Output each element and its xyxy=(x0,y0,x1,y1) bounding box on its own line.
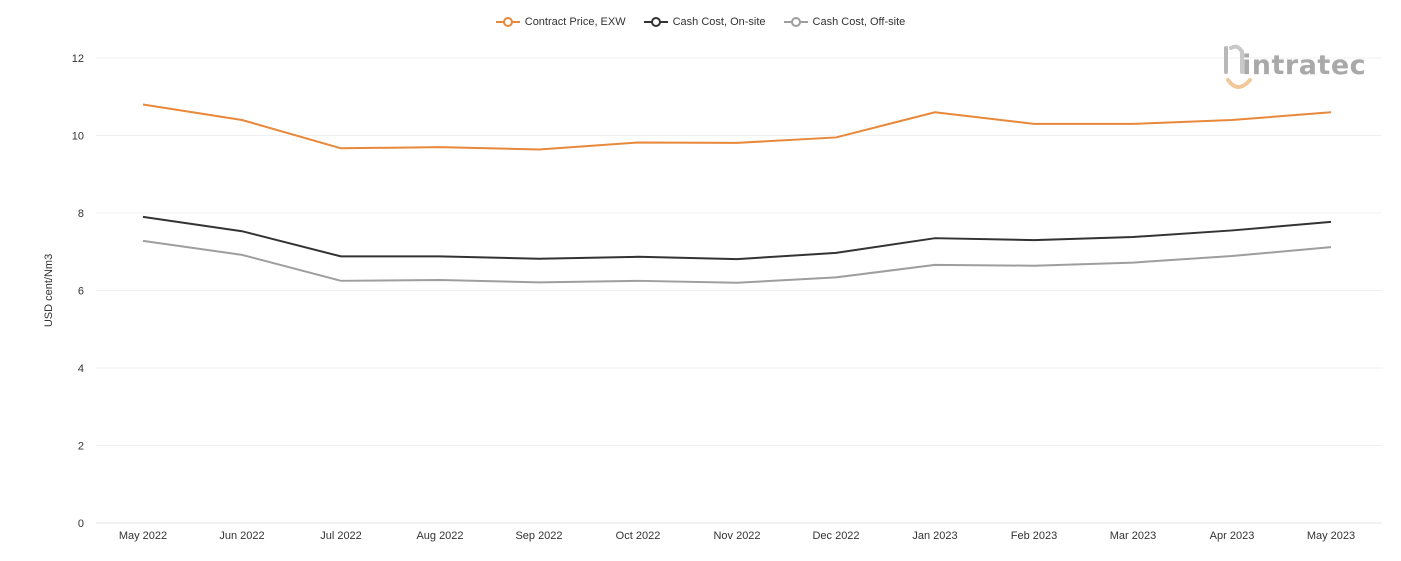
x-tick-label: Jun 2022 xyxy=(219,530,264,542)
x-tick-label: Oct 2022 xyxy=(616,530,661,542)
x-tick-label: May 2022 xyxy=(119,530,167,542)
x-tick-label: Apr 2023 xyxy=(1210,530,1255,542)
y-tick-label: 0 xyxy=(78,518,84,530)
x-tick-label: May 2023 xyxy=(1307,530,1355,542)
legend-swatch-icon xyxy=(495,17,520,27)
y-tick-label: 6 xyxy=(78,286,84,298)
legend-label: Cash Cost, On-site xyxy=(672,16,766,28)
intratec-logo-mark-icon xyxy=(1224,44,1252,89)
series-line-1 xyxy=(142,215,1332,261)
legend-item-1[interactable]: Cash Cost, On-site xyxy=(643,16,766,28)
y-axis-label: USD cent/Nm3 xyxy=(43,254,55,327)
x-tick-label: Aug 2022 xyxy=(416,530,463,542)
logo-text: intratec xyxy=(1242,50,1367,81)
x-tick-label: Nov 2022 xyxy=(713,530,760,542)
y-tick-label: 8 xyxy=(78,208,84,220)
legend-swatch-icon xyxy=(783,17,808,27)
legend-item-0[interactable]: Contract Price, EXW xyxy=(495,16,626,28)
chart-legend: Contract Price, EXW Cash Cost, On-site Cas… xyxy=(0,16,1401,28)
y-tick-label: 2 xyxy=(78,441,84,453)
x-tick-label: Sep 2022 xyxy=(515,530,562,542)
legend-item-2[interactable]: Cash Cost, Off-site xyxy=(783,16,906,28)
x-tick-label: Jan 2023 xyxy=(912,530,957,542)
series-line-0 xyxy=(142,103,1332,151)
x-tick-label: Dec 2022 xyxy=(812,530,859,542)
legend-swatch-icon xyxy=(643,17,668,27)
legend-label: Contract Price, EXW xyxy=(524,16,626,28)
y-tick-label: 12 xyxy=(72,53,84,65)
legend-label: Cash Cost, Off-site xyxy=(812,16,906,28)
y-tick-label: 4 xyxy=(78,363,84,375)
x-tick-label: Mar 2023 xyxy=(1110,530,1156,542)
y-tick-label: 10 xyxy=(72,131,84,143)
intratec-logo: intratec xyxy=(1222,42,1382,98)
series-line-2 xyxy=(142,239,1332,284)
x-tick-label: Feb 2023 xyxy=(1011,530,1057,542)
x-tick-label: Jul 2022 xyxy=(320,530,362,542)
